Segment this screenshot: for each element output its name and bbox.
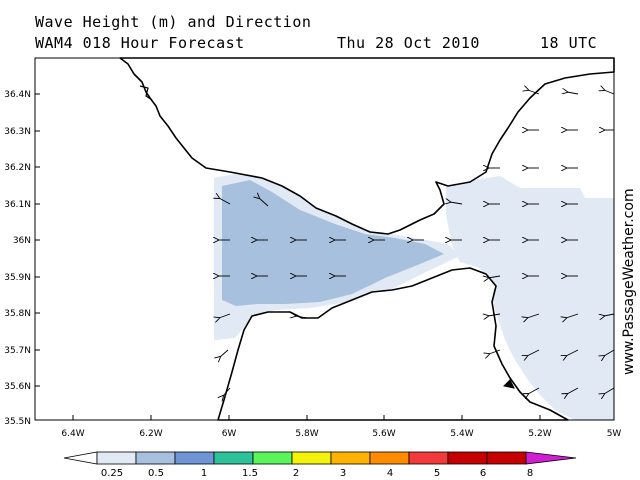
colorbar-max-arrow bbox=[525, 451, 577, 465]
land-spain bbox=[119, 57, 615, 235]
colorbar-label: 4 bbox=[387, 468, 393, 479]
lon-tick-label: 5.2W bbox=[528, 429, 551, 439]
colorbar-swatch bbox=[330, 451, 371, 465]
longitude-labels: 6.4W 6.2W 6W 5.8W 5.6W 5.4W 5.2W 5W bbox=[61, 429, 621, 439]
colorbar-swatch bbox=[174, 451, 215, 465]
colorbar-label: 6 bbox=[480, 468, 486, 479]
colorbar-swatch bbox=[252, 451, 293, 465]
lat-tick-label: 35.8N bbox=[4, 309, 31, 319]
colorbar-label: 3 bbox=[340, 468, 346, 479]
colorbar-label: 1 bbox=[201, 468, 207, 479]
colorbar-label: 0.5 bbox=[148, 468, 164, 479]
colorbar-swatch bbox=[213, 451, 254, 465]
map-plot bbox=[34, 57, 615, 421]
lon-tick-label: 5.6W bbox=[372, 429, 395, 439]
colorbar-swatch bbox=[135, 451, 176, 465]
wave-band-05 bbox=[222, 180, 444, 306]
colorbar-swatch bbox=[447, 451, 488, 465]
lon-tick-label: 5.8W bbox=[295, 429, 318, 439]
map-frame bbox=[34, 57, 615, 421]
colorbar-label: 2 bbox=[293, 468, 299, 479]
forecast-label: WAM4 018 Hour Forecast bbox=[35, 34, 245, 52]
colorbar bbox=[63, 451, 577, 465]
colorbar-label: 0.25 bbox=[101, 468, 123, 479]
wave-direction-arrows bbox=[218, 90, 615, 396]
colorbar-swatch bbox=[369, 451, 410, 465]
lat-tick-label: 36.1N bbox=[4, 200, 31, 210]
axis-ticks bbox=[35, 93, 541, 420]
colorbar-labels: 0.25 0.5 1 1.5 2 3 4 5 6 8 bbox=[101, 468, 533, 479]
lat-tick-label: 36N bbox=[13, 236, 31, 246]
lat-tick-label: 35.6N bbox=[4, 382, 31, 392]
colorbar-label: 8 bbox=[527, 468, 533, 479]
coast-detail-north bbox=[139, 85, 153, 101]
lat-tick-label: 36.3N bbox=[4, 127, 31, 137]
coast-detail-south bbox=[502, 379, 515, 389]
colorbar-label: 5 bbox=[434, 468, 440, 479]
lat-tick-label: 35.9N bbox=[4, 273, 31, 283]
colorbar-label: 1.5 bbox=[242, 468, 258, 479]
lon-tick-label: 5W bbox=[607, 429, 622, 439]
colorbar-swatch bbox=[291, 451, 332, 465]
colorbar-swatch bbox=[486, 451, 527, 465]
colorbar-swatch bbox=[96, 451, 137, 465]
lon-tick-label: 6.4W bbox=[61, 429, 84, 439]
chart-title: Wave Height (m) and Direction bbox=[35, 13, 312, 31]
lon-tick-label: 5.4W bbox=[450, 429, 473, 439]
forecast-date: Thu 28 Oct 2010 bbox=[337, 34, 480, 52]
colorbar-min-arrow bbox=[63, 451, 98, 465]
lat-tick-label: 35.7N bbox=[4, 346, 31, 356]
watermark-text: www.PassageWeather.com bbox=[621, 188, 637, 375]
lon-tick-label: 6W bbox=[222, 429, 237, 439]
lat-tick-label: 36.4N bbox=[4, 90, 31, 100]
latitude-labels: 36.4N 36.3N 36.2N 36.1N 36N 35.9N 35.8N … bbox=[4, 90, 31, 427]
lon-tick-label: 6.2W bbox=[139, 429, 162, 439]
forecast-time: 18 UTC bbox=[540, 34, 598, 52]
colorbar-swatch bbox=[408, 451, 449, 465]
land-morocco bbox=[217, 267, 569, 421]
lat-tick-label: 36.2N bbox=[4, 163, 31, 173]
lat-tick-label: 35.5N bbox=[4, 417, 31, 427]
